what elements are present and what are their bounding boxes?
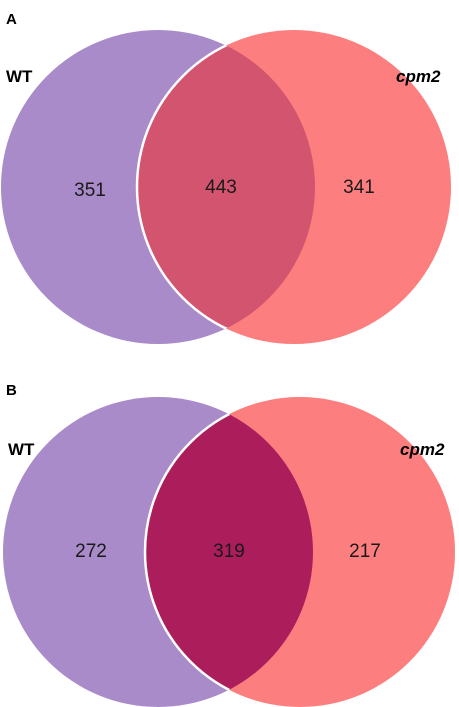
cpm2-label: cpm2 (396, 67, 441, 86)
panel-letter: B (6, 382, 17, 399)
wt-label: WT (8, 440, 35, 459)
overlap-outline (135, 30, 315, 344)
overlap-count: 443 (205, 177, 237, 198)
venn-diagram-b: B WT cpm2 272 319 217 (3, 382, 455, 707)
panel-letter: A (6, 11, 17, 28)
cpm2-only-count: 341 (343, 177, 375, 198)
venn-diagram-a: A WT cpm2 351 443 341 (1, 11, 451, 344)
venn-panel-b: B WT cpm2 272 319 217 (0, 355, 459, 707)
overlap-region (137, 30, 315, 344)
wt-only-count: 272 (75, 541, 107, 562)
overlap-outline (143, 397, 313, 707)
cpm2-only-count: 217 (349, 541, 381, 562)
overlap-region (145, 397, 313, 707)
wt-label: WT (6, 67, 33, 86)
wt-only-count: 351 (74, 180, 106, 201)
overlap-count: 319 (213, 541, 245, 562)
cpm2-label: cpm2 (400, 440, 445, 459)
venn-panel-a: A WT cpm2 351 443 341 (1, 11, 451, 344)
